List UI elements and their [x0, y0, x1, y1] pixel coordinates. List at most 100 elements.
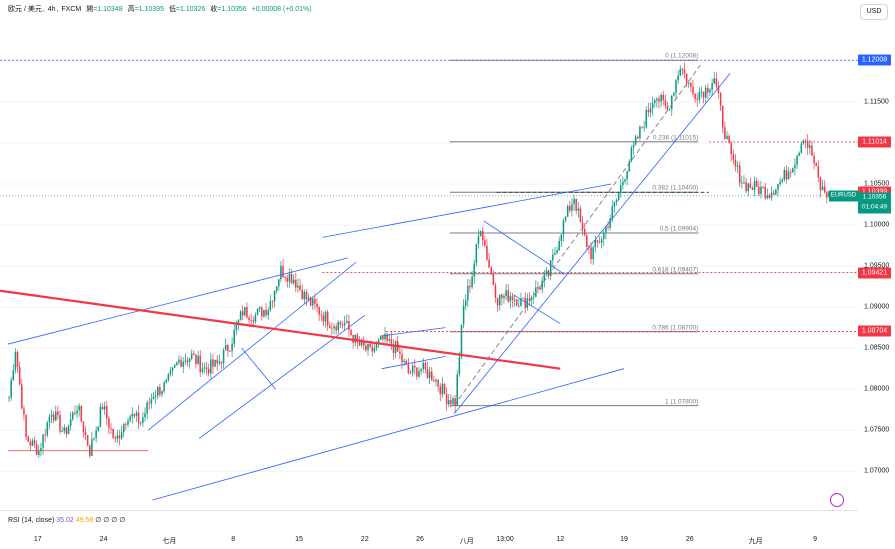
candle-body: [233, 330, 235, 344]
candle-body: [399, 351, 401, 355]
candle-body: [382, 335, 384, 340]
low-value: =1.10326: [175, 6, 206, 13]
candle-body: [144, 413, 146, 418]
brand-logo-icon[interactable]: [830, 493, 844, 507]
candle-body: [581, 222, 584, 229]
candle-body: [227, 345, 229, 351]
candle-body: [558, 240, 560, 251]
candle-body: [781, 179, 783, 182]
candle-body: [675, 80, 677, 93]
currency-button[interactable]: USD: [860, 4, 888, 20]
candle-body: [522, 297, 524, 299]
candle-body: [78, 405, 80, 411]
candle-body: [341, 324, 344, 326]
fib-level-label: 0.382 (1.10400): [652, 184, 699, 192]
time-axis[interactable]: 17 24 七月 8 15 22 26 八月 13:00 12 19 26 九月 9: [0, 532, 858, 549]
candle-body: [273, 290, 276, 302]
candle-body: [307, 297, 310, 300]
fib-level-label: 0 (1.12008): [665, 52, 699, 60]
rsi-pane[interactable]: RSI (14, close) 35.02 49.58 ∅ ∅ ∅ ∅: [0, 510, 858, 533]
candle-body: [632, 144, 635, 148]
candle-body: [662, 94, 665, 101]
candle-body: [445, 393, 448, 405]
candle-body: [18, 367, 21, 385]
time-tick: 26: [416, 536, 424, 543]
time-tick: 9: [813, 536, 818, 543]
fib-level-label: 0.236 (1.11015): [652, 134, 699, 142]
candle-body: [575, 198, 577, 211]
candle-body: [137, 412, 140, 424]
candle-body: [237, 319, 240, 325]
candle-body: [424, 362, 427, 370]
candle-body: [35, 444, 38, 455]
candle-body: [422, 362, 425, 370]
candle-body: [477, 236, 480, 244]
candle-body: [715, 78, 718, 87]
candle-body: [190, 353, 193, 359]
candle-body: [821, 186, 824, 191]
candle-body: [456, 374, 458, 406]
candle-body: [84, 432, 87, 436]
blue-trendline: [147, 261, 357, 431]
open-value: =1.10348: [93, 6, 123, 13]
candle-body: [120, 432, 123, 439]
candle-body: [772, 192, 775, 195]
chart-area[interactable]: 欧元 / 美元, 4h, FXCM 開=1.10348 高=1.10395 低=…: [0, 0, 858, 510]
candle-body: [48, 416, 51, 423]
candle-body: [649, 108, 652, 113]
candle-body: [163, 382, 165, 392]
candle-body: [760, 186, 762, 195]
close-label: 收: [210, 6, 218, 13]
candle-body: [210, 359, 212, 374]
candle-body: [605, 226, 607, 233]
price-level-badge: 1.08704: [858, 325, 891, 337]
candle-body: [507, 290, 509, 302]
candle-body: [93, 437, 95, 440]
candle-body: [8, 397, 10, 399]
candle-body: [394, 341, 397, 354]
candle-body: [371, 346, 374, 352]
candle-body: [401, 354, 403, 363]
candle-body: [447, 400, 450, 405]
candle-body: [42, 434, 44, 448]
price-axis[interactable]: 1.11500 1.10500 1.10000 1.09500 1.09000 1.085…: [858, 0, 895, 549]
candle-body: [753, 180, 756, 190]
candle-body: [150, 398, 153, 404]
candle-body: [197, 355, 199, 364]
candle-body: [365, 345, 367, 351]
candle-body: [766, 195, 769, 199]
candle-body: [418, 371, 420, 377]
candle-body: [133, 413, 136, 416]
time-tick: 13:00: [496, 536, 514, 543]
candle-body: [161, 391, 163, 395]
candle-body: [290, 273, 293, 284]
symbol-name[interactable]: 欧元 / 美元: [8, 6, 42, 13]
candle-body: [673, 92, 675, 96]
candle-body: [713, 78, 716, 84]
candle-body: [679, 68, 682, 76]
candle-body: [252, 320, 255, 322]
candle-body: [343, 322, 346, 326]
candle-body: [21, 384, 23, 409]
candle-body: [433, 380, 435, 382]
candle-body: [282, 265, 284, 277]
candle-body: [804, 140, 807, 142]
candle-body: [241, 311, 244, 316]
candle-body: [159, 386, 161, 395]
candle-body: [471, 276, 473, 288]
candle-body: [29, 441, 32, 446]
price-chart[interactable]: [0, 0, 858, 510]
candle-body: [244, 307, 246, 316]
candle-body: [284, 276, 286, 278]
candle-body: [216, 359, 218, 364]
candle-body: [258, 307, 261, 310]
candle-body: [14, 351, 17, 371]
time-tick: 19: [620, 536, 628, 543]
interval[interactable]: 4h: [47, 6, 56, 13]
candle-body: [615, 200, 618, 203]
candle-body: [106, 406, 108, 419]
candle-body: [271, 301, 274, 302]
candle-body: [269, 301, 272, 311]
candle-body: [666, 105, 669, 110]
candle-body: [806, 141, 809, 148]
